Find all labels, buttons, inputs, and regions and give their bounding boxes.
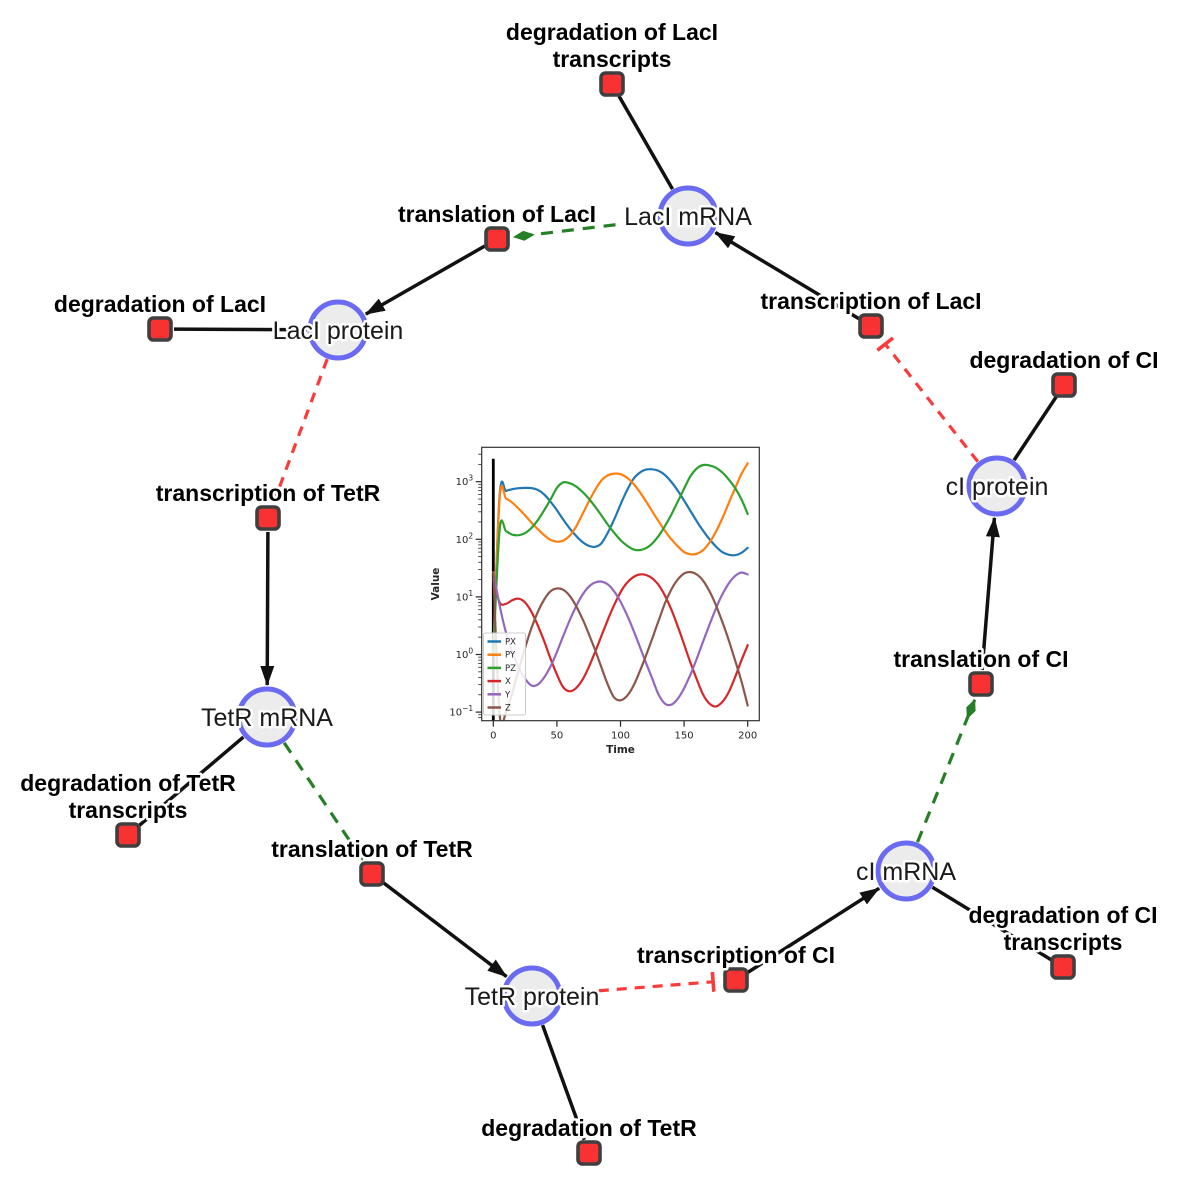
species-label-tetr-mrna: TetR mRNA [201, 704, 333, 732]
y-tick-label-10e0: 100 [456, 647, 474, 662]
legend-label-x: X [505, 677, 511, 687]
plot-frame [481, 446, 760, 722]
edge-production-transcription-tetr-to-tetr-mrna [260, 531, 275, 686]
legend-label-px: PX [505, 638, 516, 648]
y-tick-exponent: 2 [468, 531, 473, 540]
series-line-x [492, 573, 749, 708]
species-node-laci-mrna[interactable] [657, 185, 719, 247]
reaction-node-transcription-tetr[interactable] [255, 505, 281, 531]
edge-consumption-ci-protein-to-deg-ci [1012, 395, 1058, 462]
species-label-laci-mrna: LacI mRNA [624, 203, 752, 231]
legend-label-y: Y [504, 690, 511, 700]
y-axis-label: Value [430, 568, 442, 601]
edge-production-translation-tetr-to-tetr-protein [382, 881, 508, 978]
reaction-label-translation-laci: translation of LacI [398, 201, 596, 227]
y-tick-exponent: 0 [468, 647, 473, 656]
reaction-node-transcription-ci[interactable] [723, 967, 749, 993]
edge-production-transcription-laci-to-laci-mrna [714, 231, 860, 321]
y-tick-exponent: 1 [468, 589, 473, 598]
species-node-tetr-protein[interactable] [501, 965, 563, 1027]
reaction-node-transcription-laci[interactable] [858, 313, 884, 339]
reaction-node-translation-laci[interactable] [484, 226, 510, 252]
series-line-px [492, 468, 749, 656]
species-node-tetr-mrna[interactable] [236, 686, 298, 748]
series-line-z [492, 570, 749, 721]
species-label-laci-protein: LacI protein [273, 317, 404, 345]
reaction-label-deg-tetr: degradation of TetR [481, 1115, 697, 1141]
edge-inhibition-ci-protein-to-transcription-laci [885, 344, 980, 463]
species-node-ci-mrna[interactable] [875, 840, 937, 902]
reaction-node-translation-ci[interactable] [968, 671, 994, 697]
edge-production-translation-ci-to-ci-protein [980, 516, 1000, 671]
edge-modifier-laci-mrna-to-translation-laci [512, 218, 658, 241]
reaction-node-deg-laci-transcripts[interactable] [599, 71, 625, 97]
reaction-label-transcription-tetr: transcription of TetR [156, 480, 381, 506]
edge-consumption-laci-protein-to-deg-laci [173, 327, 308, 332]
edge-inhibition-laci-protein-to-transcription-tetr [276, 358, 329, 496]
series-line-pz [492, 463, 749, 656]
edge-consumption-tetr-mrna-to-deg-tetr-transcripts [137, 735, 245, 828]
x-tick-label-0: 0 [490, 731, 496, 742]
series-line-y [492, 571, 749, 707]
legend-label-z: Z [505, 704, 511, 714]
legend-label-pz: PZ [505, 664, 516, 674]
reaction-label-deg-ci: degradation of CI [969, 347, 1158, 373]
plot-background [481, 447, 760, 721]
edge-modifier-tetr-mrna-to-translation-tetr [282, 741, 364, 861]
y-tick-exponent: 3 [468, 474, 473, 483]
edge-consumption-ci-mrna-to-deg-ci-transcripts [931, 885, 1053, 962]
y-tick-label-10e1: 101 [456, 589, 474, 604]
series-line-py [492, 462, 749, 656]
series-curves [492, 462, 749, 721]
y-tick-label-10e-1: 10−1 [449, 704, 473, 719]
reaction-label-deg-laci: degradation of LacI [54, 291, 266, 317]
y-tick-label-10e3: 103 [456, 474, 474, 489]
reaction-node-deg-ci-transcripts[interactable] [1050, 954, 1076, 980]
nodes-layer [115, 71, 1077, 1166]
x-tick-label-200: 200 [738, 731, 757, 742]
legend: PX PY PZ XYZ [483, 632, 526, 716]
species-label-tetr-protein: TetR protein [465, 983, 600, 1011]
reaction-node-deg-ci[interactable] [1051, 372, 1077, 398]
reaction-label-deg-tetr-transcripts-line2: transcripts [69, 797, 188, 823]
labels-layer: degradation of LacItranscriptstranslatio… [18, 17, 1161, 1144]
edge-modifier-ci-mrna-to-translation-ci [916, 698, 977, 843]
reaction-label-translation-tetr: translation of TetR [271, 836, 473, 862]
edge-production-transcription-ci-to-ci-mrna [746, 886, 881, 974]
reaction-node-translation-tetr[interactable] [359, 861, 385, 887]
reaction-label-transcription-ci: transcription of CI [637, 942, 835, 968]
reaction-label-transcription-laci: transcription of LacI [760, 288, 981, 314]
species-node-ci-protein[interactable] [966, 455, 1028, 517]
reaction-label-deg-ci-transcripts-line2: transcripts [1004, 929, 1123, 955]
legend-label-py: PY [505, 651, 516, 661]
edge-consumption-laci-mrna-to-deg-laci-transcripts [617, 95, 675, 190]
edge-inhibition-tetr-protein-to-transcription-ci [562, 982, 713, 996]
y-tick-label-10e2: 102 [456, 531, 474, 546]
x-axis-label: Time [606, 744, 635, 756]
edge-production-translation-laci-to-laci-protein [364, 244, 486, 316]
species-label-ci-protein: cI protein [946, 473, 1049, 501]
species-label-ci-mrna: cI mRNA [856, 858, 956, 886]
reaction-label-deg-laci-transcripts-line1: degradation of LacI [506, 19, 718, 45]
reaction-label-translation-ci: translation of CI [893, 646, 1068, 672]
reaction-node-deg-laci[interactable] [147, 316, 173, 342]
reaction-node-deg-tetr[interactable] [576, 1140, 602, 1166]
reaction-label-deg-ci-transcripts-line1: degradation of CI [968, 902, 1157, 928]
x-tick-label-100: 100 [611, 731, 630, 742]
edges-layer [137, 95, 1058, 1141]
x-tick-label-50: 50 [551, 731, 564, 742]
edge-consumption-tetr-protein-to-deg-tetr [540, 1024, 586, 1141]
y-tick-exponent: −1 [462, 704, 473, 713]
reaction-label-deg-laci-transcripts-line2: transcripts [553, 46, 672, 72]
species-node-laci-protein[interactable] [307, 299, 369, 361]
x-tick-label-150: 150 [675, 731, 694, 742]
reaction-label-deg-tetr-transcripts-line1: degradation of TetR [20, 770, 236, 796]
reaction-node-deg-tetr-transcripts[interactable] [115, 822, 141, 848]
